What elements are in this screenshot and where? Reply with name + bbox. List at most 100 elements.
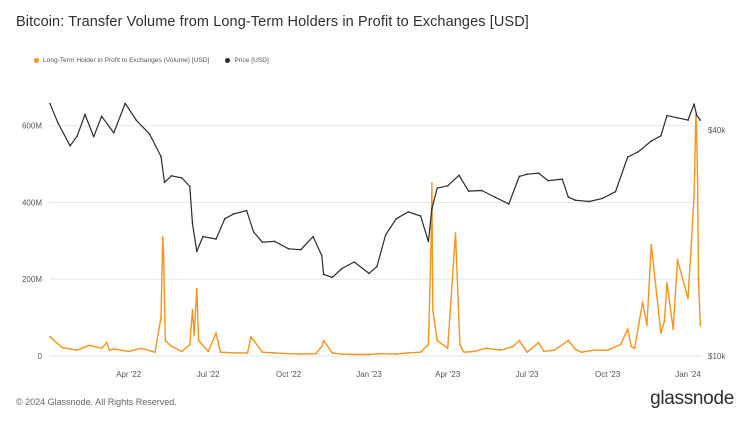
data-point-volume <box>431 309 434 311</box>
data-point-volume <box>542 350 545 353</box>
data-point-volume <box>153 351 156 354</box>
data-point-volume <box>431 182 433 185</box>
data-point-price <box>436 187 438 189</box>
data-point-price <box>331 276 334 279</box>
data-point-volume <box>454 232 457 235</box>
y-left-tick-label: 0 <box>38 352 43 361</box>
data-point-price <box>376 265 378 268</box>
data-point-volume <box>485 347 488 350</box>
data-point-volume <box>76 349 78 352</box>
data-point-price <box>368 272 370 275</box>
data-point-volume <box>127 350 130 353</box>
x-tick-label: Apr '23 <box>435 370 461 379</box>
data-point-price <box>189 185 191 188</box>
data-point-volume <box>246 352 249 354</box>
data-point-volume <box>693 193 696 196</box>
x-tick-label: Oct '22 <box>276 370 302 379</box>
data-point-volume <box>49 335 51 338</box>
data-point-volume <box>641 301 644 304</box>
data-point-volume <box>459 343 461 346</box>
copyright-footer: © 2024 Glassnode. All Rights Reserved. <box>16 397 177 407</box>
data-point-price <box>695 114 698 117</box>
data-point-price <box>223 218 226 220</box>
data-point-volume <box>112 348 115 350</box>
data-point-volume <box>666 282 668 284</box>
data-point-price <box>588 200 591 203</box>
legend-swatch-price <box>225 58 231 63</box>
data-point-price <box>353 261 355 263</box>
data-point-volume <box>162 255 165 258</box>
data-point-price <box>232 213 235 215</box>
data-point-volume <box>160 316 162 319</box>
data-point-price <box>526 173 529 176</box>
data-point-volume <box>676 259 679 261</box>
legend: Long-Term Holder in Profit to Exchanges … <box>34 57 285 64</box>
data-point-volume <box>193 333 196 336</box>
data-point-volume <box>461 349 464 352</box>
data-point-volume <box>472 350 475 353</box>
data-point-price <box>518 175 521 178</box>
data-point-price <box>181 177 183 179</box>
series-line-price <box>49 102 701 278</box>
data-point-volume <box>161 236 164 238</box>
data-point-volume <box>427 343 430 346</box>
data-point-price <box>699 119 702 121</box>
data-point-volume <box>696 182 699 185</box>
data-point-volume <box>697 278 700 281</box>
series-line-volume <box>49 113 701 356</box>
data-point-volume <box>215 332 217 334</box>
data-point-volume <box>606 349 609 352</box>
data-point-volume <box>368 353 370 356</box>
data-point-volume <box>100 347 103 350</box>
data-point-volume <box>687 297 689 300</box>
data-point-price <box>341 267 343 270</box>
legend-item-volume[interactable]: Long-Term Holder in Profit to Exchanges … <box>34 57 209 64</box>
data-point-volume <box>322 339 325 342</box>
data-point-price <box>215 238 217 240</box>
legend-swatch-volume <box>34 58 39 63</box>
data-point-volume <box>699 324 702 327</box>
data-point-price <box>419 215 422 217</box>
data-point-volume <box>436 339 439 342</box>
data-point-price <box>467 190 470 192</box>
data-point-volume <box>261 351 264 354</box>
data-point-volume <box>250 335 252 338</box>
data-point-price <box>637 150 639 153</box>
data-point-price <box>480 189 483 192</box>
data-point-price <box>431 207 433 210</box>
data-point-price <box>160 155 162 158</box>
data-point-volume <box>619 343 622 346</box>
data-point-price <box>537 172 540 174</box>
data-point-price <box>202 235 204 238</box>
data-point-volume <box>314 352 317 355</box>
data-point-volume <box>650 243 653 246</box>
data-point-price <box>666 114 668 117</box>
data-point-price <box>57 122 59 124</box>
data-point-volume <box>207 350 210 353</box>
data-point-volume <box>646 324 648 327</box>
data-point-price <box>427 240 430 243</box>
data-point-volume <box>191 309 194 311</box>
data-point-volume <box>195 287 198 290</box>
data-point-price <box>601 197 604 200</box>
data-point-volume <box>234 352 237 354</box>
data-point-volume <box>512 345 515 348</box>
data-point-volume <box>526 351 529 354</box>
data-point-volume <box>380 352 383 355</box>
data-point-volume <box>630 345 633 348</box>
legend-item-price[interactable]: Price [USD] <box>225 57 269 64</box>
data-point-price <box>650 140 653 142</box>
data-point-volume <box>430 243 432 246</box>
x-tick-label: Jan '23 <box>356 370 382 379</box>
data-point-price <box>321 254 323 257</box>
legend-label-volume: Long-Term Holder in Profit to Exchanges … <box>43 57 210 64</box>
data-point-price <box>660 135 662 137</box>
data-point-price <box>446 185 449 187</box>
data-point-volume <box>626 328 629 331</box>
data-point-volume <box>163 301 166 304</box>
data-point-price <box>407 211 410 213</box>
data-point-price <box>92 135 95 138</box>
data-point-volume <box>105 341 108 344</box>
data-point-volume <box>273 352 276 354</box>
